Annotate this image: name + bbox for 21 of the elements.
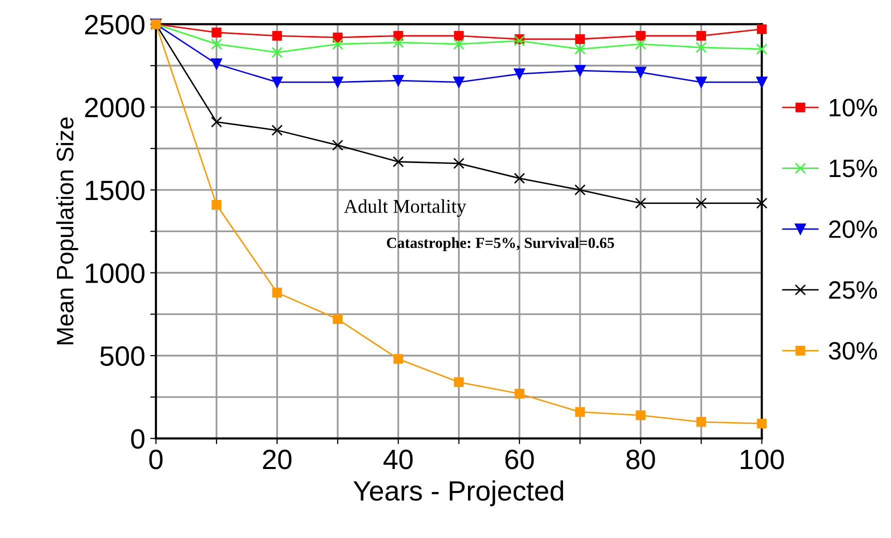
legend-label: 15% (830, 160, 878, 178)
x-tick-label: 80 (626, 450, 655, 470)
y-tick-label: 0 (131, 429, 144, 449)
legend-label: 25% (829, 281, 878, 299)
x-tick-label: 60 (505, 450, 534, 470)
x-tick-label: 20 (263, 450, 292, 470)
legend-label: 30% (828, 342, 878, 360)
y-tick-label: 1000 (86, 263, 144, 284)
legend-label: 10% (830, 98, 878, 116)
x-tick-label: 0 (149, 450, 163, 470)
y-tick-label: 1500 (86, 180, 144, 200)
y-axis-title: Mean Population Size (56, 118, 78, 344)
annotation: Adult Mortality (344, 199, 466, 217)
y-tick-label: 500 (100, 346, 144, 366)
annotation: Catastrophe: F=5%, Survival=0.65 (386, 237, 614, 252)
y-tick-label: 2000 (85, 98, 144, 118)
x-axis-title: Years - Projected (353, 480, 564, 506)
x-tick-label: 40 (383, 450, 413, 470)
legend-label: 20% (829, 220, 878, 238)
x-tick-label: 100 (740, 450, 784, 470)
y-tick-label: 2500 (85, 14, 144, 35)
